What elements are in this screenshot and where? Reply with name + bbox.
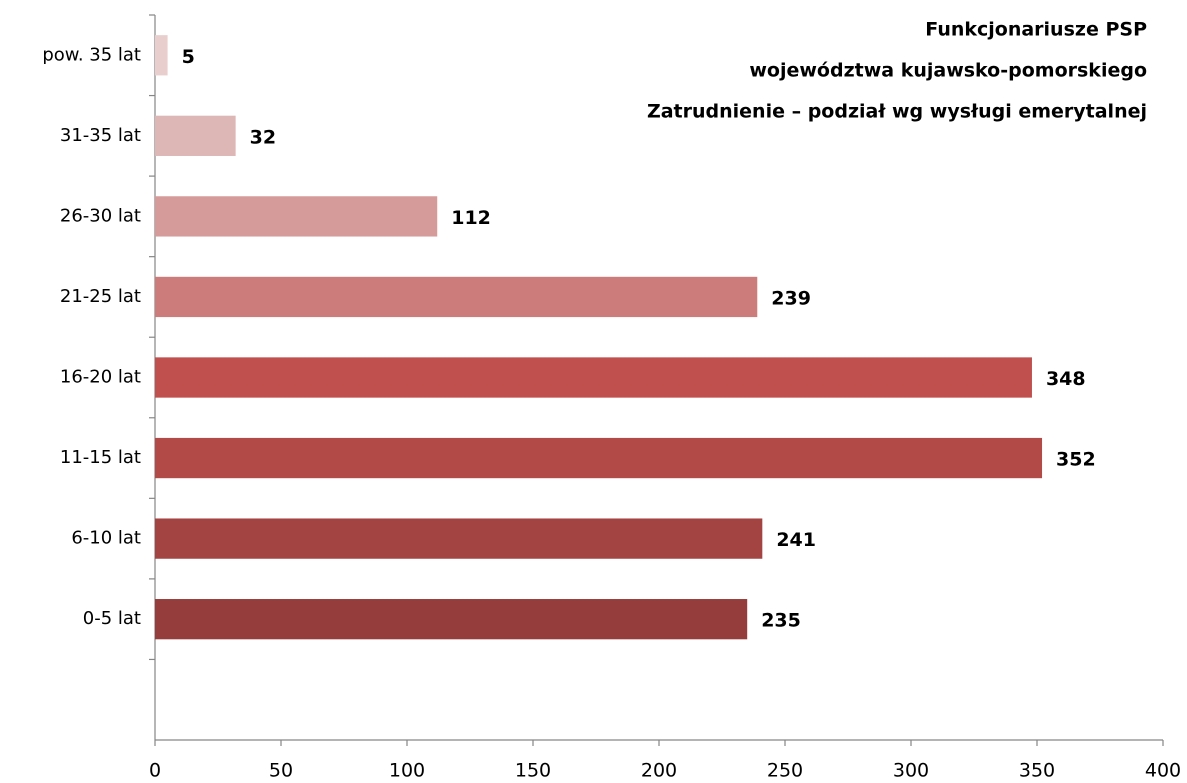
x-tick-label: 200 xyxy=(641,760,677,782)
x-tick-label: 50 xyxy=(269,760,293,782)
bar xyxy=(155,437,1043,479)
chart-title: Zatrudnienie – podział wg wysługi emeryt… xyxy=(647,101,1147,123)
value-label: 352 xyxy=(1056,449,1096,471)
chart-title: Funkcjonariusze PSP xyxy=(925,19,1147,41)
value-label: 32 xyxy=(250,126,276,148)
value-label: 241 xyxy=(776,529,816,551)
bar xyxy=(155,599,748,640)
x-tick-label: 350 xyxy=(1019,760,1055,782)
x-tick-label: 150 xyxy=(515,760,551,782)
bar xyxy=(155,196,438,237)
bar xyxy=(155,115,236,156)
x-tick-label: 100 xyxy=(389,760,425,782)
value-label: 112 xyxy=(451,207,491,229)
bar xyxy=(155,357,1032,398)
value-label: 239 xyxy=(771,287,811,309)
x-tick-label: 400 xyxy=(1145,760,1181,782)
y-tick-label: pow. 35 lat xyxy=(42,44,141,65)
y-tick-label: 16-20 lat xyxy=(60,367,141,388)
chart-title: województwa kujawsko-pomorskiego xyxy=(749,60,1147,82)
y-tick-label: 0-5 lat xyxy=(83,608,141,629)
x-tick-label: 0 xyxy=(149,760,161,782)
value-label: 235 xyxy=(761,610,801,632)
x-tick-label: 300 xyxy=(893,760,929,782)
y-tick-label: 26-30 lat xyxy=(60,205,141,226)
y-tick-label: 6-10 lat xyxy=(71,528,141,549)
bar xyxy=(155,276,758,318)
bar xyxy=(155,518,763,559)
y-tick-label: 31-35 lat xyxy=(60,125,141,146)
y-tick-label: 21-25 lat xyxy=(60,286,141,307)
bar xyxy=(155,35,168,76)
value-label: 5 xyxy=(182,46,195,68)
value-label: 348 xyxy=(1046,368,1086,390)
y-tick-label: 11-15 lat xyxy=(60,447,141,468)
x-tick-label: 250 xyxy=(767,760,803,782)
